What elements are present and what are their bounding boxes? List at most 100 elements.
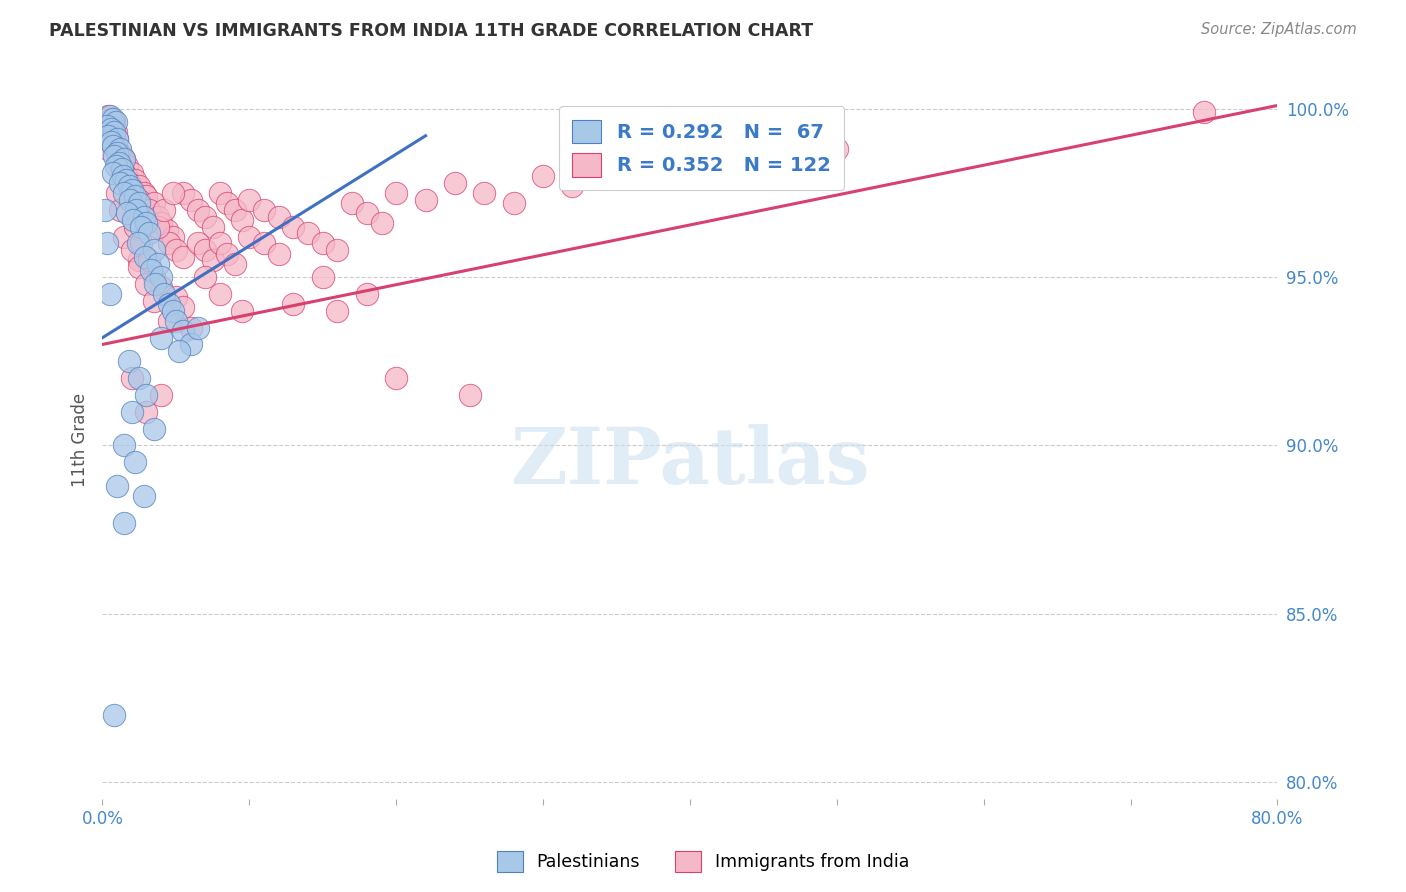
Point xyxy=(142,270,165,285)
Point xyxy=(132,489,155,503)
Point xyxy=(150,388,173,402)
Point xyxy=(103,139,125,153)
Point xyxy=(124,455,146,469)
Point xyxy=(107,145,129,160)
Point xyxy=(561,179,583,194)
Point xyxy=(415,193,437,207)
Point xyxy=(180,193,202,207)
Point xyxy=(356,287,378,301)
Point xyxy=(108,142,131,156)
Point xyxy=(117,159,139,173)
Point xyxy=(94,202,117,217)
Point xyxy=(108,202,131,217)
Point xyxy=(224,202,246,217)
Point xyxy=(100,122,122,136)
Point xyxy=(128,371,150,385)
Point xyxy=(502,196,524,211)
Point xyxy=(650,159,672,173)
Point xyxy=(224,257,246,271)
Point xyxy=(101,112,124,126)
Point xyxy=(114,153,136,167)
Point xyxy=(101,139,124,153)
Point xyxy=(100,112,122,126)
Point xyxy=(172,324,194,338)
Point xyxy=(267,246,290,260)
Legend: R = 0.292   N =  67, R = 0.352   N = 122: R = 0.292 N = 67, R = 0.352 N = 122 xyxy=(558,106,845,190)
Point xyxy=(120,193,142,207)
Point xyxy=(165,290,187,304)
Point xyxy=(231,213,253,227)
Point xyxy=(105,132,128,146)
Point xyxy=(127,236,149,251)
Point xyxy=(97,128,120,143)
Point xyxy=(104,115,127,129)
Point xyxy=(121,371,143,385)
Point xyxy=(103,115,125,129)
Point xyxy=(114,516,136,530)
Point xyxy=(142,196,165,211)
Point xyxy=(1192,105,1215,120)
Point xyxy=(100,136,122,150)
Point xyxy=(142,243,165,257)
Point xyxy=(110,149,132,163)
Point xyxy=(201,219,224,234)
Point xyxy=(107,155,129,169)
Point xyxy=(150,280,173,294)
Point xyxy=(253,236,276,251)
Point xyxy=(104,125,127,139)
Point xyxy=(97,142,120,156)
Point xyxy=(98,287,121,301)
Point xyxy=(253,202,276,217)
Point xyxy=(194,270,217,285)
Point xyxy=(129,236,152,251)
Point xyxy=(105,186,128,200)
Point xyxy=(356,206,378,220)
Point xyxy=(825,142,848,156)
Point xyxy=(312,236,335,251)
Point xyxy=(531,169,554,183)
Point xyxy=(105,145,128,160)
Point xyxy=(370,216,392,230)
Point xyxy=(385,186,408,200)
Point xyxy=(385,371,408,385)
Point xyxy=(620,153,643,167)
Point xyxy=(98,119,121,133)
Point xyxy=(231,303,253,318)
Point xyxy=(115,169,138,183)
Point xyxy=(444,176,467,190)
Point xyxy=(128,253,150,268)
Point xyxy=(172,186,194,200)
Point xyxy=(117,206,139,220)
Point xyxy=(105,479,128,493)
Point xyxy=(111,162,134,177)
Point xyxy=(135,405,157,419)
Point xyxy=(297,227,319,241)
Point xyxy=(283,297,305,311)
Legend: Palestinians, Immigrants from India: Palestinians, Immigrants from India xyxy=(489,844,917,879)
Point xyxy=(121,405,143,419)
Point xyxy=(326,243,349,257)
Point xyxy=(180,337,202,351)
Point xyxy=(129,219,152,234)
Point xyxy=(180,320,202,334)
Point xyxy=(153,202,176,217)
Point xyxy=(135,189,157,203)
Point xyxy=(472,186,495,200)
Point xyxy=(150,216,173,230)
Point xyxy=(96,119,118,133)
Point xyxy=(118,179,141,194)
Point xyxy=(104,159,127,173)
Point xyxy=(110,162,132,177)
Point xyxy=(96,236,118,251)
Point xyxy=(208,236,231,251)
Point xyxy=(128,196,150,211)
Point xyxy=(752,153,775,167)
Point xyxy=(114,438,136,452)
Point xyxy=(139,263,162,277)
Point xyxy=(326,303,349,318)
Point xyxy=(162,303,184,318)
Point xyxy=(138,227,160,241)
Point xyxy=(187,202,209,217)
Point xyxy=(142,421,165,435)
Point xyxy=(134,250,156,264)
